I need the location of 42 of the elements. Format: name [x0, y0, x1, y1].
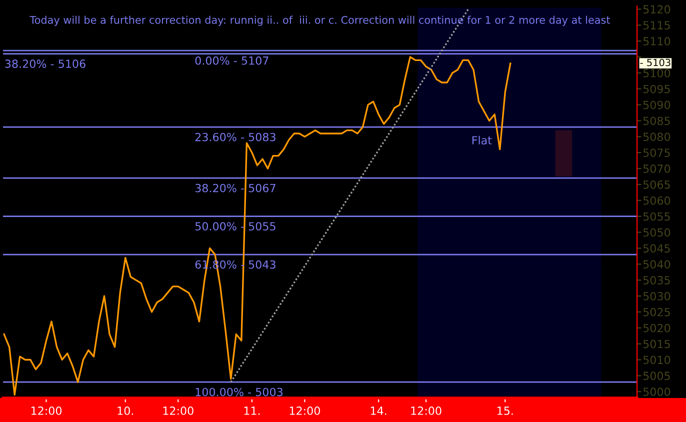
y-tick-label: 5110 — [643, 37, 670, 46]
y-tick-label: 5075 — [643, 148, 670, 157]
y-tick-label: 5040 — [643, 260, 670, 269]
y-tick-label: 5060 — [643, 196, 670, 205]
y-tick-label: 5085 — [643, 116, 670, 126]
x-tick-label: 14. — [370, 406, 386, 415]
annotation: 38.20% - 5106 — [5, 60, 86, 68]
y-tick-label: 5035 — [643, 276, 670, 284]
y-tick-label: 5095 — [643, 84, 670, 94]
y-tick-label: 5065 — [643, 180, 670, 189]
y-tick-label: 5030 — [643, 292, 670, 300]
x-tick-label: 10. — [118, 406, 134, 415]
text: Today will be a further correction day: runnig ii.. of iii. or c. Correction will continue for 1 or 2 more day at least — [30, 16, 610, 26]
y-tick-label: 5010 — [643, 356, 670, 364]
y-tick-label: 5025 — [643, 308, 670, 316]
y-tick-label: 5005 — [643, 372, 670, 380]
annotation: 23.60% - 5083 — [195, 132, 276, 142]
x-tick-label: 12:00 — [411, 406, 442, 415]
annotation: 100.00% - 5003 — [196, 388, 282, 396]
y-tick-label: 5115 — [643, 21, 670, 30]
y-tick-label: 5100 — [643, 68, 670, 78]
annotation: - 5103 — [640, 58, 670, 66]
y-tick-label: 5120 — [643, 5, 670, 14]
x-tick-label: 12:00 — [163, 406, 194, 415]
y-tick-label: 5000 — [643, 388, 670, 396]
x-tick-label: 15. — [498, 406, 513, 415]
y-tick-label: 5050 — [643, 228, 670, 237]
x-tick-label: 12:00 — [31, 406, 62, 415]
annotation: Flat — [472, 136, 492, 144]
y-tick-label: 5045 — [643, 244, 670, 253]
line-series — [3, 56, 512, 396]
x-tick-label: 12:00 — [290, 406, 320, 415]
y-tick-label: 5070 — [643, 164, 670, 173]
annotation: 0.00% - 5107 — [195, 56, 268, 65]
annotation: 38.20% - 5067 — [195, 184, 276, 192]
y-tick-label: 5055 — [643, 212, 670, 221]
annotation: 50.00% - 5055 — [195, 222, 276, 230]
y-tick-label: 5080 — [643, 132, 670, 142]
y-tick-label: 5015 — [643, 340, 670, 348]
x-tick-label: 11. — [244, 406, 260, 415]
y-tick-label: 5090 — [643, 100, 670, 110]
y-tick-label: 5020 — [643, 324, 670, 332]
